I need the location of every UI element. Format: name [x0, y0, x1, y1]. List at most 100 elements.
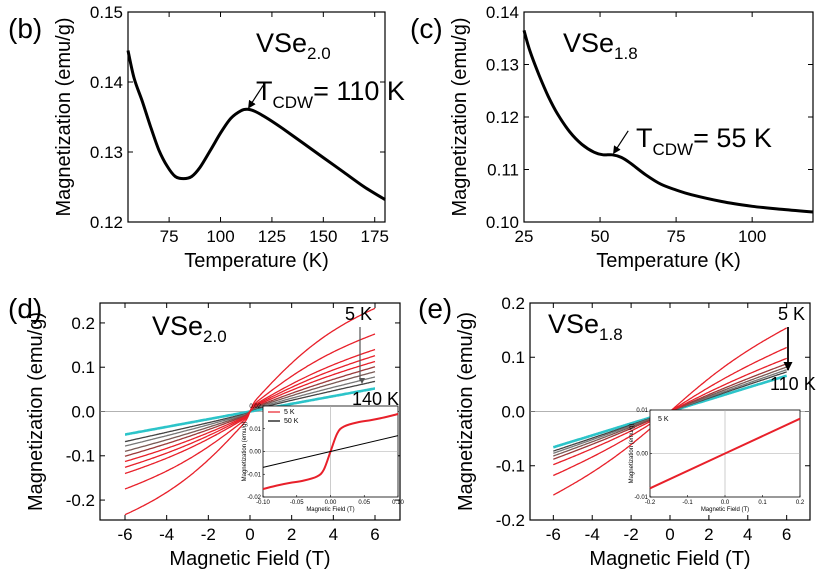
panel-c-xtick-label: 50 — [591, 227, 610, 246]
panel-d-ytick-label: 0.2 — [71, 314, 95, 333]
panel-c-tcdw: TCDW= 55 K — [636, 123, 772, 159]
panel-d-ytick-label: 0.0 — [71, 402, 95, 421]
panel-e: (e) -6 -4 -2 0 2 4 6 -0.2 -0.1 0.0 0.1 0.2 Magnetic … — [418, 293, 816, 570]
panel-c-ylabel: Magnetization (emu/g) — [449, 18, 471, 217]
panel-d-xtick-label: -6 — [117, 525, 132, 544]
panel-b-xtick-label: 75 — [160, 227, 179, 246]
panel-b-xlabel: Temperature (K) — [184, 250, 329, 272]
panel-b-ytick-label: 0.13 — [90, 143, 123, 162]
panel-b: (b) 75 100 125 150 175 0.12 0.13 0.14 0.15 Temper… — [8, 3, 405, 272]
panel-e-xtick-label: 6 — [782, 525, 791, 544]
panel-c-tcdw-arrow — [613, 130, 629, 155]
panel-d-ytick-label: -0.2 — [66, 491, 95, 510]
panel-e-inset-xlabel: Magnetic Field (T) — [701, 507, 749, 513]
panel-b-xtick-label: 150 — [309, 227, 337, 246]
panel-d-xtick-label: 6 — [370, 525, 379, 544]
panel-d: (d) -6 -4 -2 0 2 4 6 -0.2 -0.1 0.0 0.1 0.2 Magnetic … — [8, 293, 404, 570]
panel-d-material: VSe2.0 — [152, 311, 227, 346]
panel-e-xtick-label: -2 — [624, 525, 639, 544]
panel-d-ylabel: Magnetization (emu/g) — [25, 312, 47, 511]
panel-d-inset-legend-label: 50 K — [284, 418, 299, 425]
panel-c-material: VSe1.8 — [563, 28, 638, 63]
panel-d-inset-curve — [262, 435, 399, 468]
panel-b-plot: 75 100 125 150 175 0.12 0.13 0.14 0.15 Temperatur… — [53, 3, 389, 272]
panel-e-inset-legend-label: 5 K — [658, 416, 669, 423]
panel-c-ytick-label: 0.11 — [487, 160, 519, 179]
panel-b-ytick-label: 0.15 — [90, 3, 123, 22]
panel-b-ytick-label: 0.12 — [90, 213, 123, 232]
panel-c-xlabel: Temperature (K) — [596, 250, 741, 272]
panel-d-bottom-label: 140 K — [352, 389, 399, 409]
panel-d-top-label: 5 K — [345, 304, 372, 324]
panel-d-xtick-label: -2 — [201, 525, 216, 544]
panel-c-ytick-label: 0.12 — [486, 108, 519, 127]
panel-e-inset-xtick-label: 0.0 — [721, 500, 730, 506]
panel-d-xtick-label: 2 — [287, 525, 296, 544]
panel-e-inset-ylabel: Magnetization (emu/g) — [629, 424, 635, 484]
panel-d-inset-ytick-label: 0.02 — [249, 404, 261, 410]
panel-d-inset-xtick-label: 0.10 — [392, 500, 404, 506]
panel-e-inset-ytick-label: -0.01 — [634, 495, 648, 501]
panel-e-inset-ytick-label: 0.00 — [636, 452, 648, 458]
panel-b-axes-frame — [127, 11, 386, 223]
panel-d-tag: (d) — [8, 293, 42, 324]
panel-d-inset-xtick-label: -0.10 — [256, 500, 270, 506]
panel-e-ylabel: Magnetization (emu/g) — [455, 312, 477, 511]
panel-b-tcdw-arrow — [248, 84, 264, 109]
panel-e-inset-xtick-label: 0.1 — [758, 500, 767, 506]
panel-d-inset-xtick-label: 0.05 — [358, 500, 370, 506]
panel-d-inset-ytick-label: 0.01 — [249, 427, 261, 433]
panel-e-bottom-label: 110 K — [770, 374, 816, 394]
panel-b-xtick-label: 100 — [206, 227, 234, 246]
panel-e-inset-ytick-label: 0.01 — [636, 408, 648, 414]
panel-e-inset: -0.2 -0.1 0.0 0.1 0.2 -0.01 0.00 0.01 Magnetic F… — [629, 408, 805, 513]
panel-c-curve — [522, 29, 814, 214]
panel-e-ytick-label: 0.2 — [501, 294, 525, 313]
panel-e-plot: -6 -4 -2 0 2 4 6 -0.2 -0.1 0.0 0.1 0.2 Magnetic Fiel… — [455, 294, 811, 570]
panel-d-inset-ytick-label: -0.01 — [247, 472, 261, 478]
panel-c-ytick-label: 0.14 — [486, 3, 519, 22]
panel-b-ylabel: Magnetization (emu/g) — [53, 18, 75, 217]
panel-d-xtick-label: 0 — [245, 525, 254, 544]
panel-e-xtick-label: 4 — [743, 525, 752, 544]
panel-d-ytick-label: -0.1 — [66, 447, 95, 466]
panel-d-xtick-label: -4 — [159, 525, 174, 544]
panel-e-xlabel: Magnetic Field (T) — [589, 548, 750, 570]
panel-c: (c) 25 50 75 100 0.10 0.11 0.12 0.13 0.14 Tempera… — [410, 3, 814, 272]
panel-e-top-label: 5 K — [778, 304, 805, 324]
panel-b-xtick-label: 175 — [361, 227, 389, 246]
panel-e-inset-xtick-label: 0.2 — [796, 500, 805, 506]
panel-d-inset-xlabel: Magnetic Field (T) — [306, 507, 354, 513]
panel-e-inset-xtick-label: -0.1 — [682, 500, 693, 506]
panel-e-ytick-label: -0.1 — [496, 457, 525, 476]
panel-d-mh-curve — [124, 307, 376, 516]
panel-e-ytick-label: -0.2 — [496, 511, 525, 530]
panel-d-inset: -0.10 -0.05 0.00 0.05 0.10 -0.02 -0.01 0.00 0.01… — [242, 404, 404, 513]
panel-d-inset-ytick-label: 0.00 — [249, 450, 261, 456]
panel-c-tag: (c) — [410, 13, 443, 44]
panel-d-inset-xtick-label: 0.00 — [325, 500, 337, 506]
panel-c-plot: 25 50 75 100 0.10 0.11 0.12 0.13 0.14 Temperature… — [449, 3, 814, 272]
panel-c-xtick-label: 25 — [515, 227, 534, 246]
panel-b-tag: (b) — [8, 13, 42, 44]
panel-b-material: VSe2.0 — [256, 28, 331, 63]
panel-e-material: VSe1.8 — [548, 309, 623, 344]
panel-e-ytick-label: 0.0 — [501, 402, 525, 421]
panel-d-ytick-label: 0.1 — [71, 358, 95, 377]
panel-b-ytick-label: 0.14 — [90, 73, 123, 92]
panel-e-inset-curve — [649, 417, 801, 490]
panel-e-ytick-label: 0.1 — [501, 348, 525, 367]
panel-d-inset-legend-label: 5 K — [284, 409, 295, 416]
panel-b-xtick-label: 125 — [258, 227, 286, 246]
panel-d-inset-ylabel: Magnetization (emu/g) — [242, 422, 248, 482]
panel-d-plot: -6 -4 -2 0 2 4 6 -0.2 -0.1 0.0 0.1 0.2 Magnetic Fiel… — [25, 302, 404, 570]
panel-d-inset-xtick-label: -0.05 — [290, 500, 304, 506]
panel-c-xtick-label: 100 — [738, 227, 766, 246]
panel-c-xtick-label: 75 — [667, 227, 686, 246]
panel-b-curve — [126, 50, 386, 201]
panel-e-xtick-label: -4 — [585, 525, 600, 544]
panel-e-xtick-label: 2 — [704, 525, 713, 544]
panel-e-xtick-label: 0 — [665, 525, 674, 544]
panel-b-tcdw: TCDW= 110 K — [256, 76, 405, 112]
